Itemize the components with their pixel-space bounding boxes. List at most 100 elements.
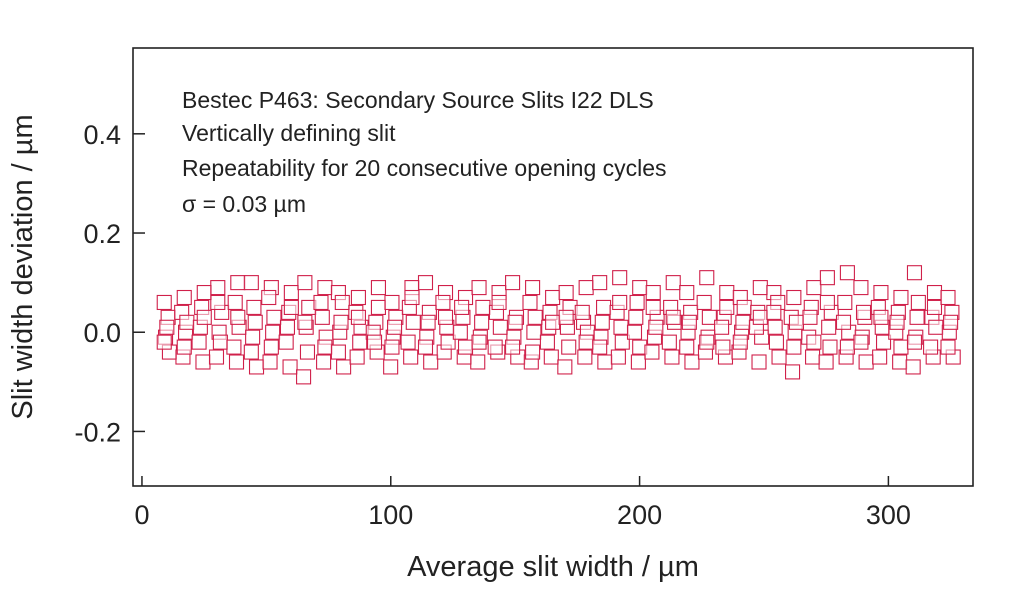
data-point	[926, 284, 943, 301]
data-point	[893, 339, 909, 355]
data-point	[527, 309, 543, 325]
data-point	[751, 354, 767, 370]
data-point	[873, 284, 889, 301]
data-point	[596, 299, 612, 315]
data-point	[452, 324, 468, 340]
data-point	[785, 364, 801, 380]
data-point	[210, 294, 226, 311]
data-point	[632, 280, 648, 296]
data-point	[405, 314, 421, 330]
data-point	[806, 334, 822, 350]
data-point	[266, 309, 282, 325]
data-point	[853, 280, 869, 296]
data-point	[732, 334, 748, 350]
data-point	[714, 319, 730, 335]
data-point	[350, 309, 366, 325]
data-point	[614, 334, 630, 350]
data-point	[522, 294, 538, 311]
data-point	[404, 289, 420, 306]
data-point	[786, 289, 802, 306]
x-tick-label: 0	[134, 500, 149, 530]
data-point	[906, 334, 923, 350]
data-point	[492, 319, 508, 335]
data-point	[539, 334, 555, 350]
data-point	[943, 314, 959, 330]
data-point	[313, 294, 329, 311]
data-point	[786, 339, 802, 355]
data-point	[578, 334, 594, 350]
data-point	[417, 339, 434, 355]
data-point	[471, 280, 487, 296]
data-point	[352, 334, 368, 350]
data-point	[558, 284, 574, 301]
data-point	[179, 314, 195, 330]
data-point	[858, 354, 874, 370]
data-point	[855, 304, 872, 320]
data-point	[435, 294, 451, 311]
data-point	[159, 319, 175, 335]
annotation-block: Bestec P463: Secondary Source Slits I22 …	[182, 87, 667, 217]
data-point	[437, 309, 454, 325]
y-tick-label: 0.0	[83, 318, 121, 348]
data-point	[208, 349, 225, 365]
data-point	[612, 270, 628, 286]
data-point	[679, 284, 695, 301]
data-point	[822, 339, 838, 355]
y-tick-label: -0.2	[74, 417, 121, 447]
data-point	[423, 354, 439, 370]
data-point	[283, 299, 299, 315]
data-point	[645, 299, 661, 315]
data-point	[661, 334, 677, 350]
data-point	[613, 319, 629, 335]
data-point	[837, 294, 853, 311]
data-point	[752, 309, 768, 325]
data-point	[736, 299, 752, 315]
data-point	[487, 339, 503, 355]
data-points	[156, 265, 961, 385]
data-point	[940, 339, 956, 355]
data-point	[626, 324, 643, 340]
data-point	[873, 309, 889, 325]
data-point	[384, 339, 400, 355]
y-axis-title: Slit width deviation / µm	[7, 114, 39, 419]
data-point	[196, 309, 212, 325]
data-point	[195, 354, 211, 370]
data-point	[853, 334, 869, 350]
data-point	[644, 344, 660, 360]
data-point	[594, 314, 610, 330]
data-point	[684, 354, 700, 370]
annotation-repeatability: Repeatability for 20 consecutive opening…	[182, 155, 667, 181]
data-point	[805, 349, 821, 365]
data-point	[628, 309, 644, 325]
data-point	[597, 354, 613, 370]
data-point	[525, 280, 541, 296]
data-point	[350, 289, 366, 306]
data-point	[767, 319, 783, 335]
data-point	[543, 349, 559, 365]
data-point	[230, 309, 246, 325]
data-point	[333, 314, 349, 330]
data-point	[403, 349, 419, 365]
data-point	[592, 275, 608, 291]
data-point	[545, 314, 561, 330]
data-point	[819, 270, 835, 286]
data-point	[226, 339, 242, 355]
data-point	[715, 339, 731, 355]
data-point	[196, 284, 212, 301]
data-point	[561, 339, 577, 355]
data-point	[262, 354, 278, 370]
data-point	[701, 309, 717, 325]
data-point	[383, 359, 399, 375]
data-point	[336, 359, 352, 375]
data-point	[263, 339, 279, 355]
x-tick-label: 200	[617, 500, 662, 530]
data-point	[246, 299, 262, 315]
data-point	[923, 339, 939, 355]
x-tick-label: 100	[368, 500, 413, 530]
data-point	[909, 309, 925, 325]
data-point	[612, 294, 628, 311]
annotation-title: Bestec P463: Secondary Source Slits I22 …	[182, 87, 654, 113]
data-point	[752, 280, 768, 296]
data-point	[475, 299, 491, 315]
